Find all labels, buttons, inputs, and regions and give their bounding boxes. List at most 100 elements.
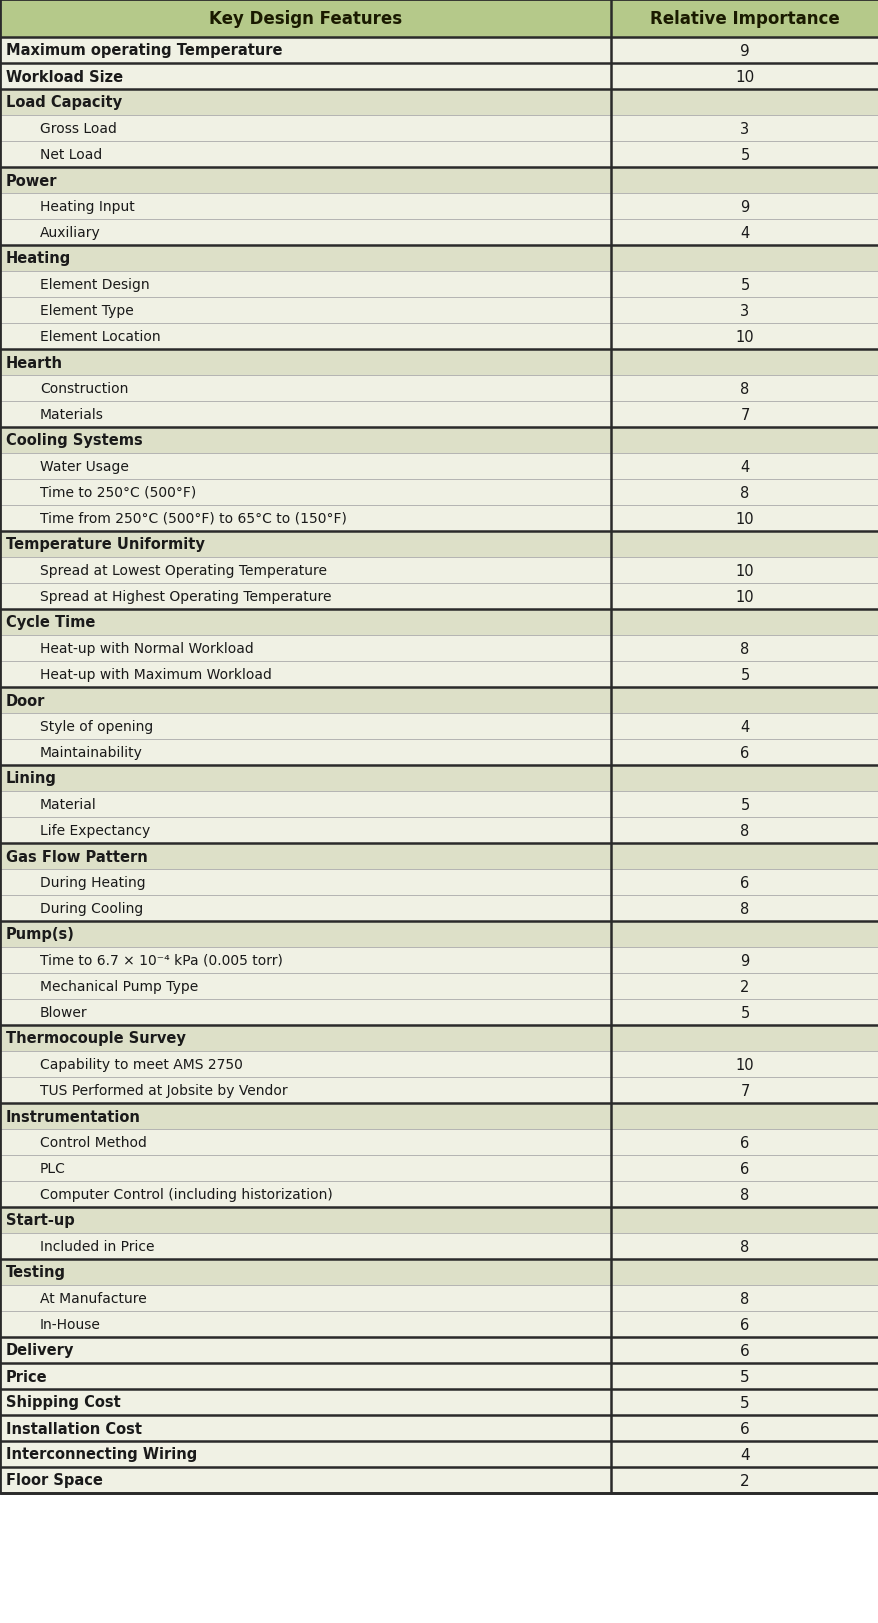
Bar xyxy=(0,454,610,480)
Text: Pump(s): Pump(s) xyxy=(6,927,75,941)
Text: 8: 8 xyxy=(739,1290,749,1305)
Bar xyxy=(0,89,610,115)
Bar xyxy=(0,532,610,558)
Bar xyxy=(610,662,878,688)
Bar xyxy=(0,141,610,167)
Bar xyxy=(0,792,610,818)
Text: 2: 2 xyxy=(739,979,749,993)
Text: Included in Price: Included in Price xyxy=(40,1240,155,1253)
Bar xyxy=(0,922,610,948)
Text: 6: 6 xyxy=(739,1420,749,1436)
Bar xyxy=(610,89,878,115)
Bar xyxy=(610,325,878,351)
Bar xyxy=(0,1130,610,1156)
Text: Lining: Lining xyxy=(6,771,57,786)
Text: 5: 5 xyxy=(739,667,749,682)
Bar xyxy=(610,1182,878,1208)
Bar xyxy=(0,714,610,740)
Text: Price: Price xyxy=(6,1368,47,1384)
Bar xyxy=(0,1441,610,1467)
Bar xyxy=(610,1000,878,1026)
Text: 8: 8 xyxy=(739,1186,749,1201)
Text: 9: 9 xyxy=(739,44,749,58)
Bar xyxy=(0,1467,610,1493)
Text: 6: 6 xyxy=(739,745,749,760)
Text: 8: 8 xyxy=(739,381,749,396)
Bar xyxy=(610,245,878,271)
Bar xyxy=(610,1104,878,1130)
Text: Power: Power xyxy=(6,174,57,188)
Bar xyxy=(610,636,878,662)
Bar xyxy=(610,688,878,714)
Bar xyxy=(0,584,610,610)
Text: 7: 7 xyxy=(739,407,749,422)
Text: 4: 4 xyxy=(739,719,749,734)
Bar xyxy=(610,1208,878,1233)
Bar xyxy=(610,0,878,37)
Text: Cycle Time: Cycle Time xyxy=(6,615,96,630)
Text: Mechanical Pump Type: Mechanical Pump Type xyxy=(40,979,198,993)
Bar xyxy=(610,193,878,219)
Text: During Heating: During Heating xyxy=(40,875,146,889)
Bar xyxy=(0,167,610,193)
Text: 10: 10 xyxy=(735,1057,753,1071)
Bar xyxy=(610,377,878,403)
Bar xyxy=(0,1208,610,1233)
Bar xyxy=(0,870,610,896)
Bar xyxy=(0,610,610,636)
Bar xyxy=(610,1052,878,1078)
Bar xyxy=(610,896,878,922)
Text: Time to 250°C (500°F): Time to 250°C (500°F) xyxy=(40,485,196,500)
Text: Testing: Testing xyxy=(6,1264,66,1279)
Bar xyxy=(0,1285,610,1311)
Text: Time to 6.7 × 10⁻⁴ kPa (0.005 torr): Time to 6.7 × 10⁻⁴ kPa (0.005 torr) xyxy=(40,953,283,967)
Text: Element Type: Element Type xyxy=(40,304,133,318)
Text: 8: 8 xyxy=(739,823,749,837)
Bar xyxy=(610,1285,878,1311)
Text: 8: 8 xyxy=(739,901,749,915)
Text: 5: 5 xyxy=(739,1368,749,1384)
Bar xyxy=(0,506,610,532)
Text: 6: 6 xyxy=(739,875,749,889)
Text: 9: 9 xyxy=(739,953,749,967)
Text: Door: Door xyxy=(6,693,46,708)
Bar xyxy=(610,297,878,325)
Bar xyxy=(610,1130,878,1156)
Bar xyxy=(610,948,878,974)
Text: 3: 3 xyxy=(739,304,749,318)
Text: Instrumentation: Instrumentation xyxy=(6,1109,140,1123)
Text: Computer Control (including historization): Computer Control (including historizatio… xyxy=(40,1188,333,1201)
Text: Thermocouple Survey: Thermocouple Survey xyxy=(6,1031,185,1045)
Bar xyxy=(610,403,878,428)
Text: 6: 6 xyxy=(739,1342,749,1358)
Bar xyxy=(0,297,610,325)
Text: 4: 4 xyxy=(739,1446,749,1462)
Text: Gross Load: Gross Load xyxy=(40,122,117,136)
Text: Maximum operating Temperature: Maximum operating Temperature xyxy=(6,44,282,58)
Bar xyxy=(0,271,610,297)
Bar xyxy=(610,351,878,377)
Bar xyxy=(610,271,878,297)
Bar xyxy=(610,454,878,480)
Text: Auxiliary: Auxiliary xyxy=(40,226,101,240)
Bar xyxy=(0,1337,610,1363)
Bar xyxy=(610,532,878,558)
Bar xyxy=(610,974,878,1000)
Bar xyxy=(610,506,878,532)
Bar xyxy=(0,896,610,922)
Bar xyxy=(610,1156,878,1182)
Bar xyxy=(0,377,610,403)
Bar xyxy=(0,1104,610,1130)
Text: Floor Space: Floor Space xyxy=(6,1472,103,1488)
Text: Installation Cost: Installation Cost xyxy=(6,1420,142,1436)
Text: TUS Performed at Jobsite by Vendor: TUS Performed at Jobsite by Vendor xyxy=(40,1083,287,1097)
Bar xyxy=(610,610,878,636)
Text: Life Expectancy: Life Expectancy xyxy=(40,823,150,837)
Bar xyxy=(610,115,878,141)
Bar xyxy=(0,1363,610,1389)
Bar xyxy=(0,766,610,792)
Bar xyxy=(0,636,610,662)
Text: 4: 4 xyxy=(739,226,749,240)
Bar xyxy=(610,1389,878,1415)
Bar xyxy=(0,1389,610,1415)
